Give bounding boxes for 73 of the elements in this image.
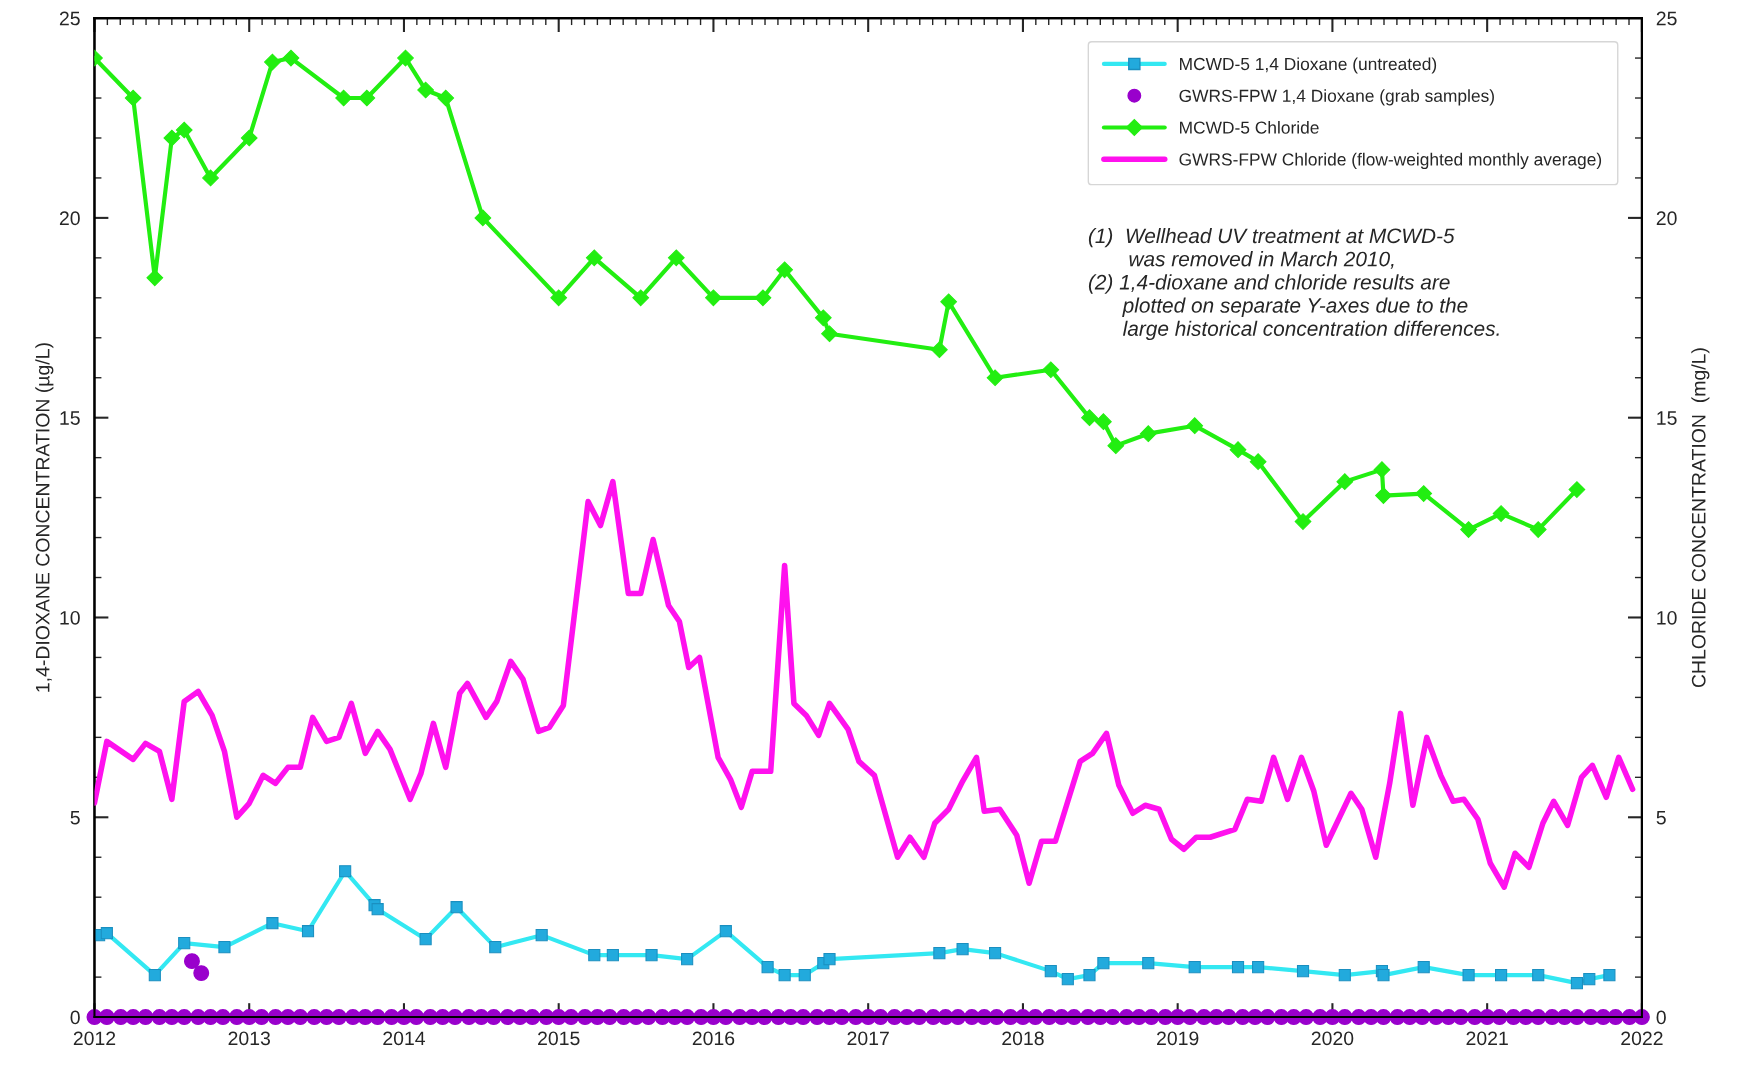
- x-tick-label: 2013: [228, 1031, 270, 1046]
- x-tick-label: 2022: [1621, 1031, 1663, 1046]
- point: [1249, 453, 1267, 471]
- point: [282, 49, 300, 67]
- x-tick-label: 2021: [1466, 1031, 1508, 1046]
- point: [264, 53, 281, 71]
- x-tick-label: 2017: [847, 1031, 889, 1046]
- y-tick-label: 15: [60, 411, 80, 425]
- point: [754, 289, 772, 307]
- point: [1186, 417, 1204, 435]
- point: [437, 89, 455, 107]
- y2-tick-label: 20: [1656, 211, 1677, 226]
- x-tick-label: 2012: [73, 1031, 116, 1046]
- point: [417, 81, 434, 99]
- point: [240, 129, 258, 147]
- point: [814, 309, 832, 327]
- x-tick-label: 2020: [1311, 1031, 1354, 1046]
- x-tick-label: 2016: [692, 1031, 735, 1046]
- point: [1139, 425, 1157, 443]
- point: [146, 269, 164, 287]
- point: [550, 289, 568, 307]
- point: [1460, 521, 1477, 538]
- annotation: (1) Wellhead UV treatment at MCWD-5 was removed in March 2010, (2) 1,4-dioxane and chloride results are plotted on separate Y-axes due to the large historical concentration differences.: [1088, 227, 1499, 341]
- point: [1568, 481, 1586, 498]
- point: [776, 261, 793, 279]
- y2-axis-title: CHLORIDE CONCENTRATION (mg/L): [1691, 348, 1710, 688]
- point: [163, 129, 181, 147]
- y-tick-label: 20: [59, 211, 80, 226]
- legend-label: MCWD-5 Chloride: [1180, 121, 1319, 134]
- y2-tick-label: 15: [1657, 411, 1677, 425]
- y2-tick-label: 10: [1657, 610, 1677, 625]
- point: [585, 249, 603, 267]
- point: [175, 121, 193, 139]
- point: [124, 89, 142, 107]
- legend-label: GWRS-FPW Chloride (flow-weighted monthly average): [1179, 152, 1602, 170]
- legend-label: GWRS-FPW 1,4 Dioxane (grab samples): [1179, 89, 1494, 106]
- point: [474, 209, 492, 227]
- legend-label: MCWD-5 1,4 Dioxane (untreated): [1180, 57, 1437, 74]
- x-tick-label: 2019: [1157, 1031, 1199, 1046]
- point: [1373, 461, 1391, 479]
- point: [940, 293, 958, 311]
- point: [1415, 485, 1433, 502]
- point: [1107, 437, 1125, 455]
- point: [705, 289, 722, 307]
- point: [930, 341, 948, 359]
- point: [1529, 521, 1547, 538]
- y2-tick-label: 25: [1656, 11, 1677, 26]
- point: [986, 369, 1004, 387]
- y-axis-title: 1,4-DIOXANE CONCENTRATION (µg/L): [35, 343, 54, 692]
- point: [1095, 413, 1112, 431]
- x-tick-label: 2015: [538, 1031, 580, 1046]
- y-tick-label: 10: [60, 610, 80, 625]
- point: [1336, 473, 1354, 490]
- point: [1229, 441, 1247, 459]
- point: [358, 89, 376, 107]
- point: [821, 325, 838, 343]
- point: [1375, 487, 1392, 504]
- point: [1492, 505, 1510, 522]
- point: [397, 49, 414, 67]
- y-tick-label: 25: [59, 11, 80, 26]
- y-tick-label: 0: [70, 1010, 80, 1025]
- point: [667, 249, 685, 267]
- x-tick-label: 2014: [383, 1031, 426, 1046]
- y2-tick-label: 0: [1656, 1010, 1666, 1025]
- y2-tick-label: 5: [1656, 810, 1666, 825]
- point: [1081, 409, 1098, 427]
- point: [1294, 513, 1312, 530]
- y-tick-label: 5: [70, 810, 80, 825]
- point: [1042, 361, 1060, 379]
- x-tick-label: 2018: [1002, 1031, 1044, 1046]
- point: [202, 169, 219, 187]
- point: [632, 289, 650, 307]
- point: [335, 89, 352, 107]
